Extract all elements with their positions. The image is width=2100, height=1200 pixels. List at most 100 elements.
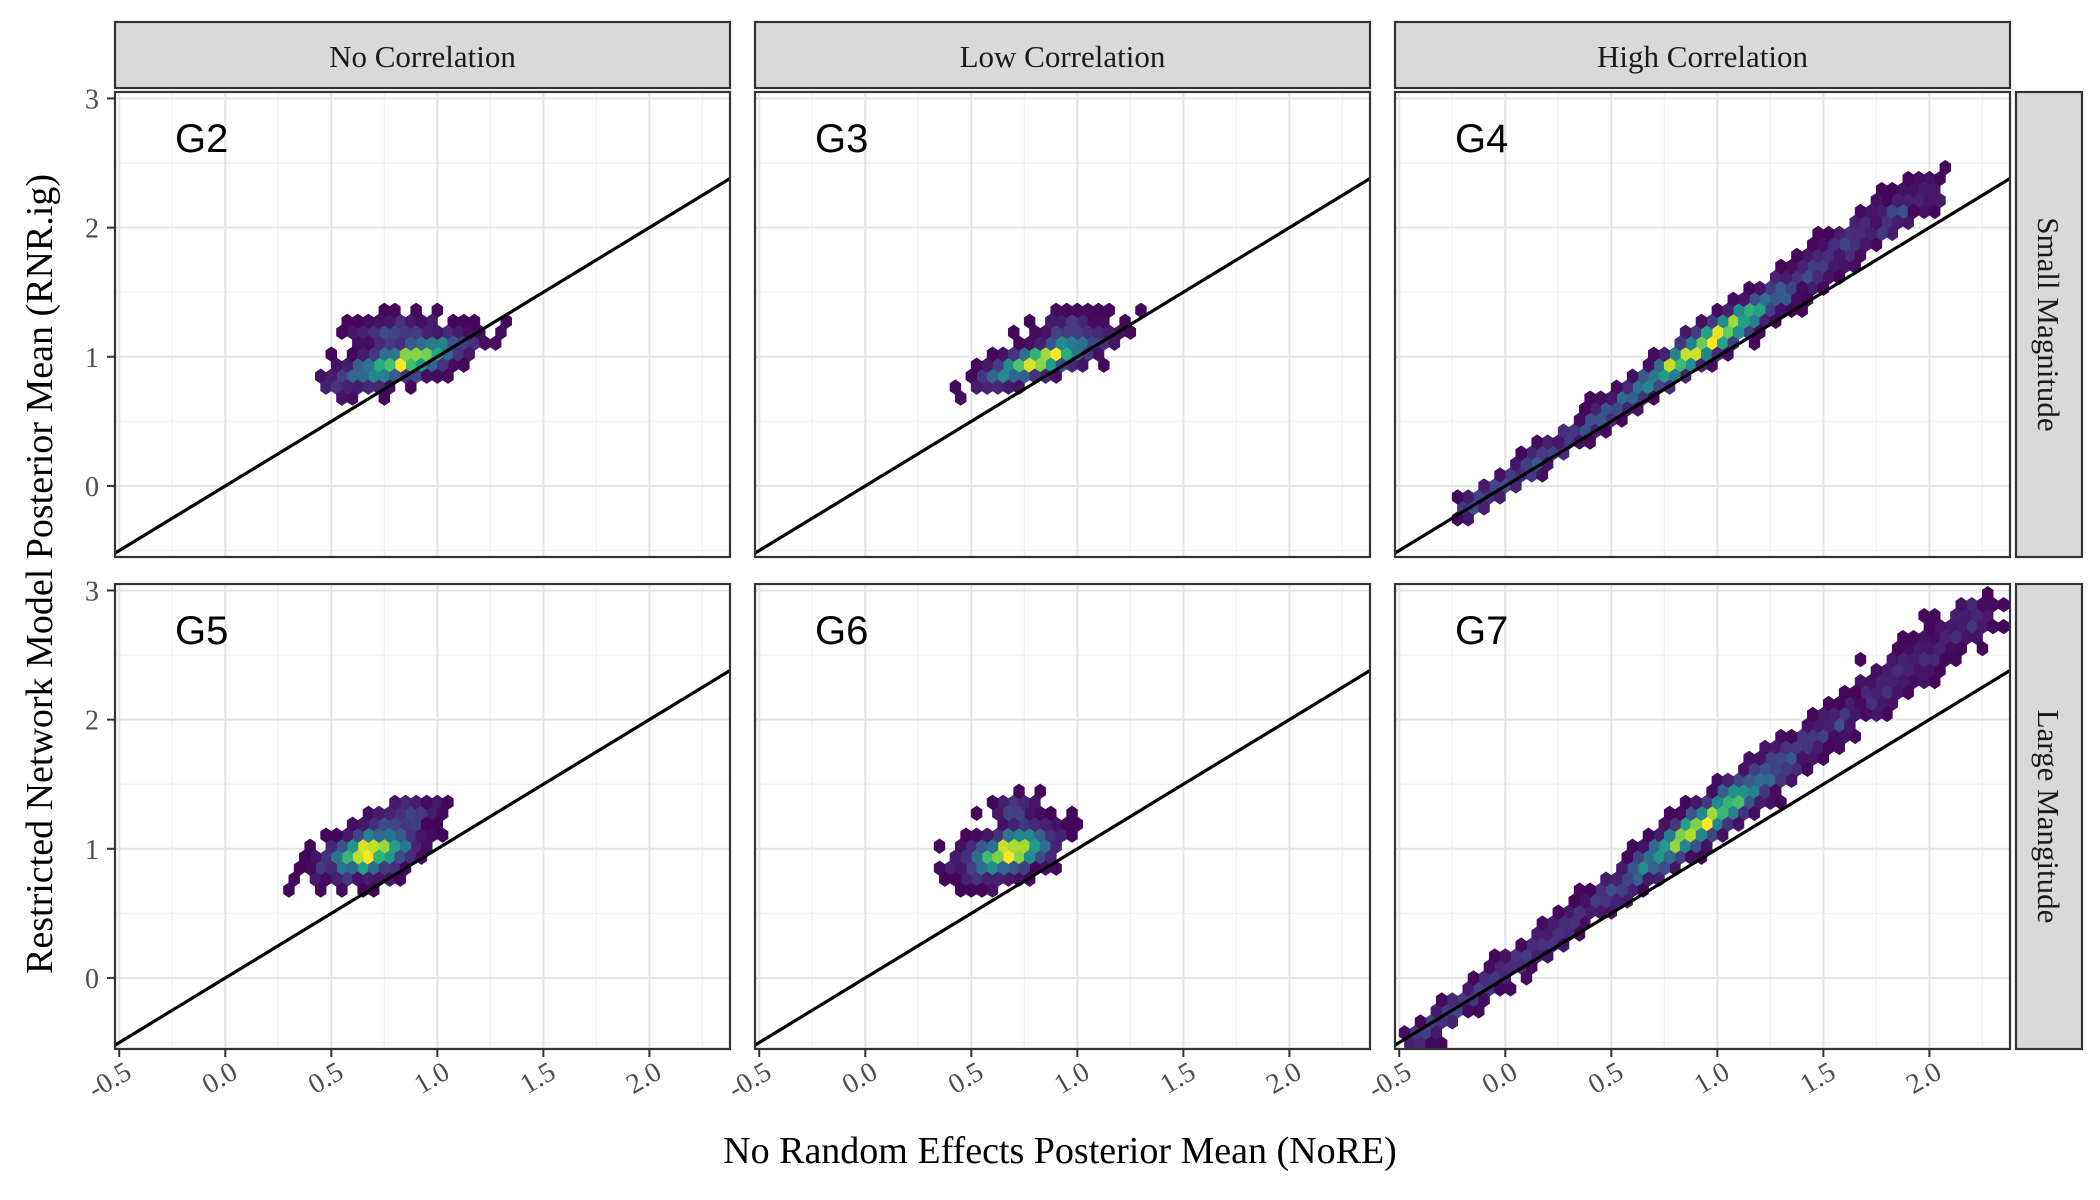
hexbin-cell bbox=[1674, 335, 1686, 351]
x-tick-label: -0.5 bbox=[83, 1056, 137, 1105]
hexbin-cell bbox=[362, 313, 375, 329]
hexbin-cell bbox=[986, 794, 999, 810]
hexbin-cell bbox=[442, 368, 454, 384]
hexbin-cell bbox=[1817, 750, 1830, 767]
hexbin-cell bbox=[1801, 761, 1814, 778]
x-tick-label: 2.0 bbox=[1261, 1056, 1307, 1100]
panel-r0-c2: G4 bbox=[1393, 90, 2012, 559]
hexbin-cell bbox=[1987, 618, 1999, 635]
hexbin-cell bbox=[1610, 379, 1623, 395]
hexbin-cell bbox=[970, 379, 983, 395]
panel-content bbox=[1395, 159, 2010, 555]
panel-border bbox=[1393, 90, 2012, 559]
panel-border bbox=[1393, 582, 2012, 1051]
y-tick-label: 3 bbox=[85, 84, 99, 115]
hexbin-cell bbox=[330, 827, 343, 843]
hexbin-cell bbox=[495, 324, 507, 340]
hexbin-cell bbox=[421, 794, 433, 810]
hexbin-cell bbox=[1743, 750, 1755, 767]
x-tick-label: 1.5 bbox=[1795, 1056, 1841, 1100]
hexbin-cell bbox=[1462, 1003, 1474, 1019]
facet-strips: No Correlation Low Correlation High Correl… bbox=[113, 20, 2084, 1051]
hexbin-cell bbox=[336, 324, 348, 340]
panel-r1-c0: G5 bbox=[113, 582, 732, 1051]
hexbin-cell bbox=[1738, 313, 1750, 329]
hexbin-cell bbox=[283, 882, 295, 898]
x-tick-label: 0.0 bbox=[197, 1056, 243, 1100]
hexbin-cell bbox=[1870, 214, 1883, 231]
hexbin-cell bbox=[431, 816, 444, 832]
y-tick-label: 0 bbox=[85, 472, 99, 503]
panel-r1-c2: G7 bbox=[1393, 582, 2012, 1051]
hexbin-cell bbox=[1595, 390, 1607, 406]
y-tick-label: 0 bbox=[85, 964, 99, 995]
reference-line-y-equals-x bbox=[115, 669, 730, 1047]
hexbin-cell bbox=[293, 860, 306, 876]
hexbin-cell bbox=[1536, 915, 1549, 931]
hexbin-cell bbox=[1092, 346, 1105, 362]
x-tick-label: 1.5 bbox=[515, 1056, 561, 1100]
hexbin-cell bbox=[1451, 489, 1464, 505]
column-strip-box bbox=[113, 20, 732, 90]
hexbin-cell bbox=[1045, 805, 1057, 821]
hexbin-cell bbox=[1833, 739, 1845, 756]
hexbin-cell bbox=[933, 838, 946, 854]
x-tick-label: 1.0 bbox=[409, 1056, 455, 1100]
hexbin-cell bbox=[405, 379, 417, 395]
hexbin-cell bbox=[1695, 313, 1708, 329]
x-tick-label: -0.5 bbox=[723, 1056, 777, 1105]
x-axis-title: No Random Effects Posterior Mean (NoRE) bbox=[723, 1130, 1397, 1172]
y-tick-label: 2 bbox=[85, 214, 99, 245]
column-strip: Low Correlation bbox=[753, 20, 1372, 90]
hexbin-cell bbox=[1706, 783, 1718, 800]
x-tick-label: 0.0 bbox=[837, 1056, 883, 1100]
hexbin-cell bbox=[373, 805, 385, 821]
hexbin-cell bbox=[1552, 904, 1564, 920]
hexbin-cell bbox=[1934, 170, 1946, 187]
x-tick-label: 2.0 bbox=[1901, 1056, 1947, 1100]
row-strip: Large Mangitude bbox=[2014, 582, 2084, 1051]
hexbin-cell bbox=[1029, 794, 1041, 810]
reference-line-y-equals-x bbox=[755, 177, 1370, 555]
panel-tag-g2: G2 bbox=[175, 117, 228, 161]
column-strip-box bbox=[1393, 20, 2012, 90]
hexbin-cell bbox=[314, 882, 327, 898]
x-tick-label: 0.5 bbox=[303, 1056, 349, 1100]
hexbin-cell bbox=[458, 357, 470, 373]
hexbin-cell bbox=[1791, 247, 1803, 264]
panel-content bbox=[755, 669, 1370, 1047]
hexbin-cell bbox=[378, 390, 391, 406]
hexbin-cell bbox=[1467, 970, 1480, 986]
column-strip-label: No Correlation bbox=[329, 39, 516, 74]
hexbin-cell bbox=[352, 335, 364, 351]
x-tick-label: 0.0 bbox=[1477, 1056, 1523, 1100]
hexbin-cell bbox=[1976, 596, 1989, 613]
panel-background bbox=[755, 584, 1370, 1049]
x-tick-label: 1.5 bbox=[1155, 1056, 1201, 1100]
hexbin-cell bbox=[1785, 728, 1798, 745]
hexbin-cell bbox=[1499, 948, 1511, 964]
hexbin-cell bbox=[1939, 651, 1952, 668]
hexbin-cell bbox=[1013, 783, 1025, 800]
column-strip-label: High Correlation bbox=[1597, 39, 1808, 74]
panel-border bbox=[753, 582, 1372, 1051]
hexbin-cell bbox=[1711, 302, 1724, 318]
panels-layer: G2 G3 G5 G6 G4 G7 bbox=[113, 90, 2012, 1051]
hexbin-cell bbox=[389, 794, 401, 810]
panel-r0-c1: G3 bbox=[753, 90, 1372, 559]
hexbin-cell bbox=[389, 302, 401, 318]
column-strip-label: Low Correlation bbox=[960, 39, 1166, 74]
hexbin-cell bbox=[1849, 728, 1861, 745]
column-strip: High Correlation bbox=[1393, 20, 2012, 90]
hexbin-cell bbox=[1801, 717, 1814, 734]
hexbin-cell bbox=[1722, 772, 1734, 789]
hexbin-cell bbox=[1478, 478, 1490, 494]
reference-line-y-equals-x bbox=[1395, 669, 2010, 1047]
column-strip: No Correlation bbox=[113, 20, 732, 90]
panel-content bbox=[115, 177, 730, 555]
x-tick-label: 0.5 bbox=[943, 1056, 989, 1100]
hexbin-cell bbox=[1552, 434, 1564, 450]
hexbin-cell bbox=[986, 346, 999, 362]
hexbin-cell bbox=[1494, 467, 1506, 483]
